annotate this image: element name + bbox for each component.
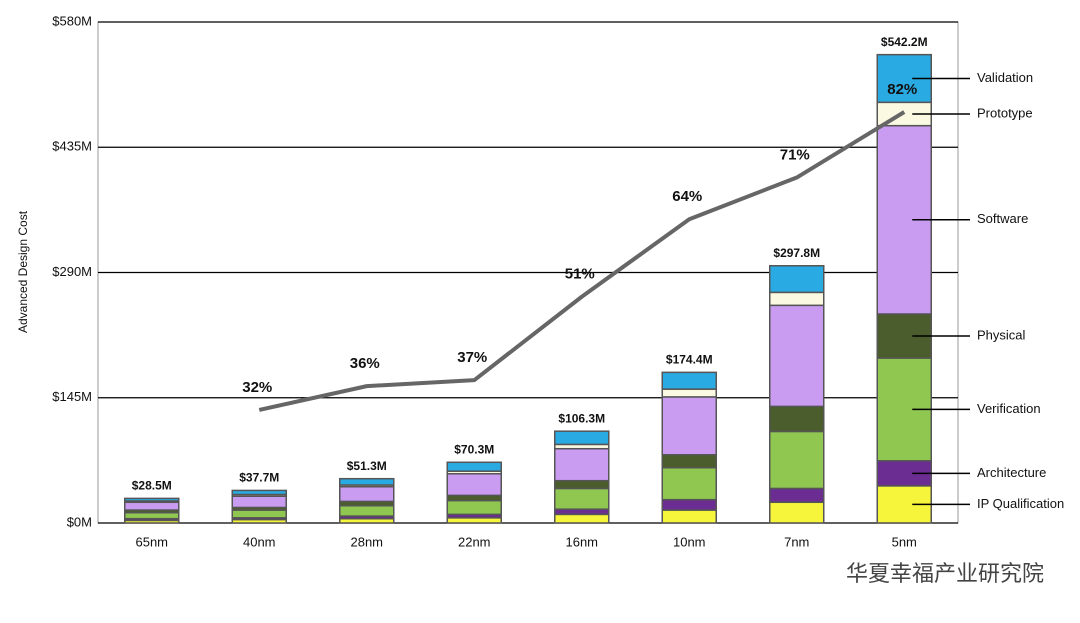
y-tick-label: $145M: [52, 389, 92, 404]
y-tick-label: $290M: [52, 264, 92, 279]
bar-segment: [124, 501, 180, 511]
bar-segment: [769, 265, 825, 294]
y-tick-label: $580M: [52, 13, 92, 28]
bar-segment: [446, 494, 502, 502]
bar-segment: [446, 461, 502, 472]
line-label: 71%: [780, 147, 810, 164]
watermark: 华夏幸福产业研究院: [846, 561, 1044, 586]
bar-segment: [769, 405, 825, 433]
legend-label: Verification: [977, 401, 1041, 416]
x-tick-label: 7nm: [784, 534, 809, 549]
legend-label: Validation: [977, 70, 1033, 85]
bar-segment: [661, 454, 717, 469]
bar-segment: [554, 430, 610, 446]
bar-segment: [339, 485, 395, 503]
bar-segment: [661, 466, 717, 501]
x-tick-label: 16nm: [565, 534, 598, 549]
bar-segment: [769, 501, 825, 524]
bar-segment: [231, 509, 287, 519]
x-tick-label: 40nm: [243, 534, 276, 549]
total-label: $297.8M: [773, 246, 820, 260]
percent-line: [258, 110, 906, 412]
legend-label: IP Qualification: [977, 496, 1064, 511]
line-label: 37%: [457, 349, 487, 366]
y-axis-label: Advanced Design Cost: [16, 210, 30, 333]
bar-segment: [554, 447, 610, 482]
bar-segment: [231, 495, 287, 509]
bar-segment: [446, 499, 502, 516]
bar-segment: [554, 508, 610, 516]
bar-segment: [769, 291, 825, 307]
x-tick-label: 5nm: [892, 534, 917, 549]
bar-segment: [231, 489, 287, 496]
bar-segment: [661, 388, 717, 398]
total-label: $28.5M: [132, 479, 172, 493]
bar-segment: [661, 396, 717, 456]
line-label: 51%: [565, 266, 595, 283]
legend-label: Software: [977, 211, 1028, 226]
bar-segment: [554, 513, 610, 524]
legend-label: Prototype: [977, 105, 1033, 120]
y-tick-label: $0M: [67, 514, 92, 529]
x-tick-label: 10nm: [673, 534, 706, 549]
legend-label: Physical: [977, 327, 1026, 342]
bar-segment: [446, 517, 502, 524]
bar-segment: [339, 504, 395, 517]
bar-segment: [446, 473, 502, 497]
bar-segment: [124, 497, 180, 502]
total-label: $542.2M: [881, 35, 928, 49]
bar-segment: [661, 509, 717, 524]
line-label: 82%: [887, 81, 917, 98]
x-tick-label: 65nm: [135, 534, 168, 549]
bar-segment: [661, 371, 717, 390]
bar-segment: [339, 477, 395, 486]
x-tick-label: 28nm: [350, 534, 383, 549]
x-tick-label: 22nm: [458, 534, 491, 549]
legend-label: Architecture: [977, 465, 1046, 480]
total-label: $70.3M: [454, 442, 494, 456]
bar-segment: [554, 479, 610, 490]
line-label: 36%: [350, 355, 380, 372]
total-label: $174.4M: [666, 353, 713, 367]
line-label: 32%: [242, 379, 272, 396]
bar-segment: [769, 304, 825, 408]
total-label: $37.7M: [239, 471, 279, 485]
bar-segment: [661, 498, 717, 511]
y-tick-label: $435M: [52, 139, 92, 154]
bar-segment: [769, 430, 825, 490]
total-label: $51.3M: [347, 459, 387, 473]
bar-segment: [124, 511, 180, 520]
total-label: $106.3M: [558, 411, 605, 425]
bar-segment: [554, 487, 610, 510]
line-label: 64%: [672, 188, 702, 205]
bar-segment: [769, 487, 825, 504]
